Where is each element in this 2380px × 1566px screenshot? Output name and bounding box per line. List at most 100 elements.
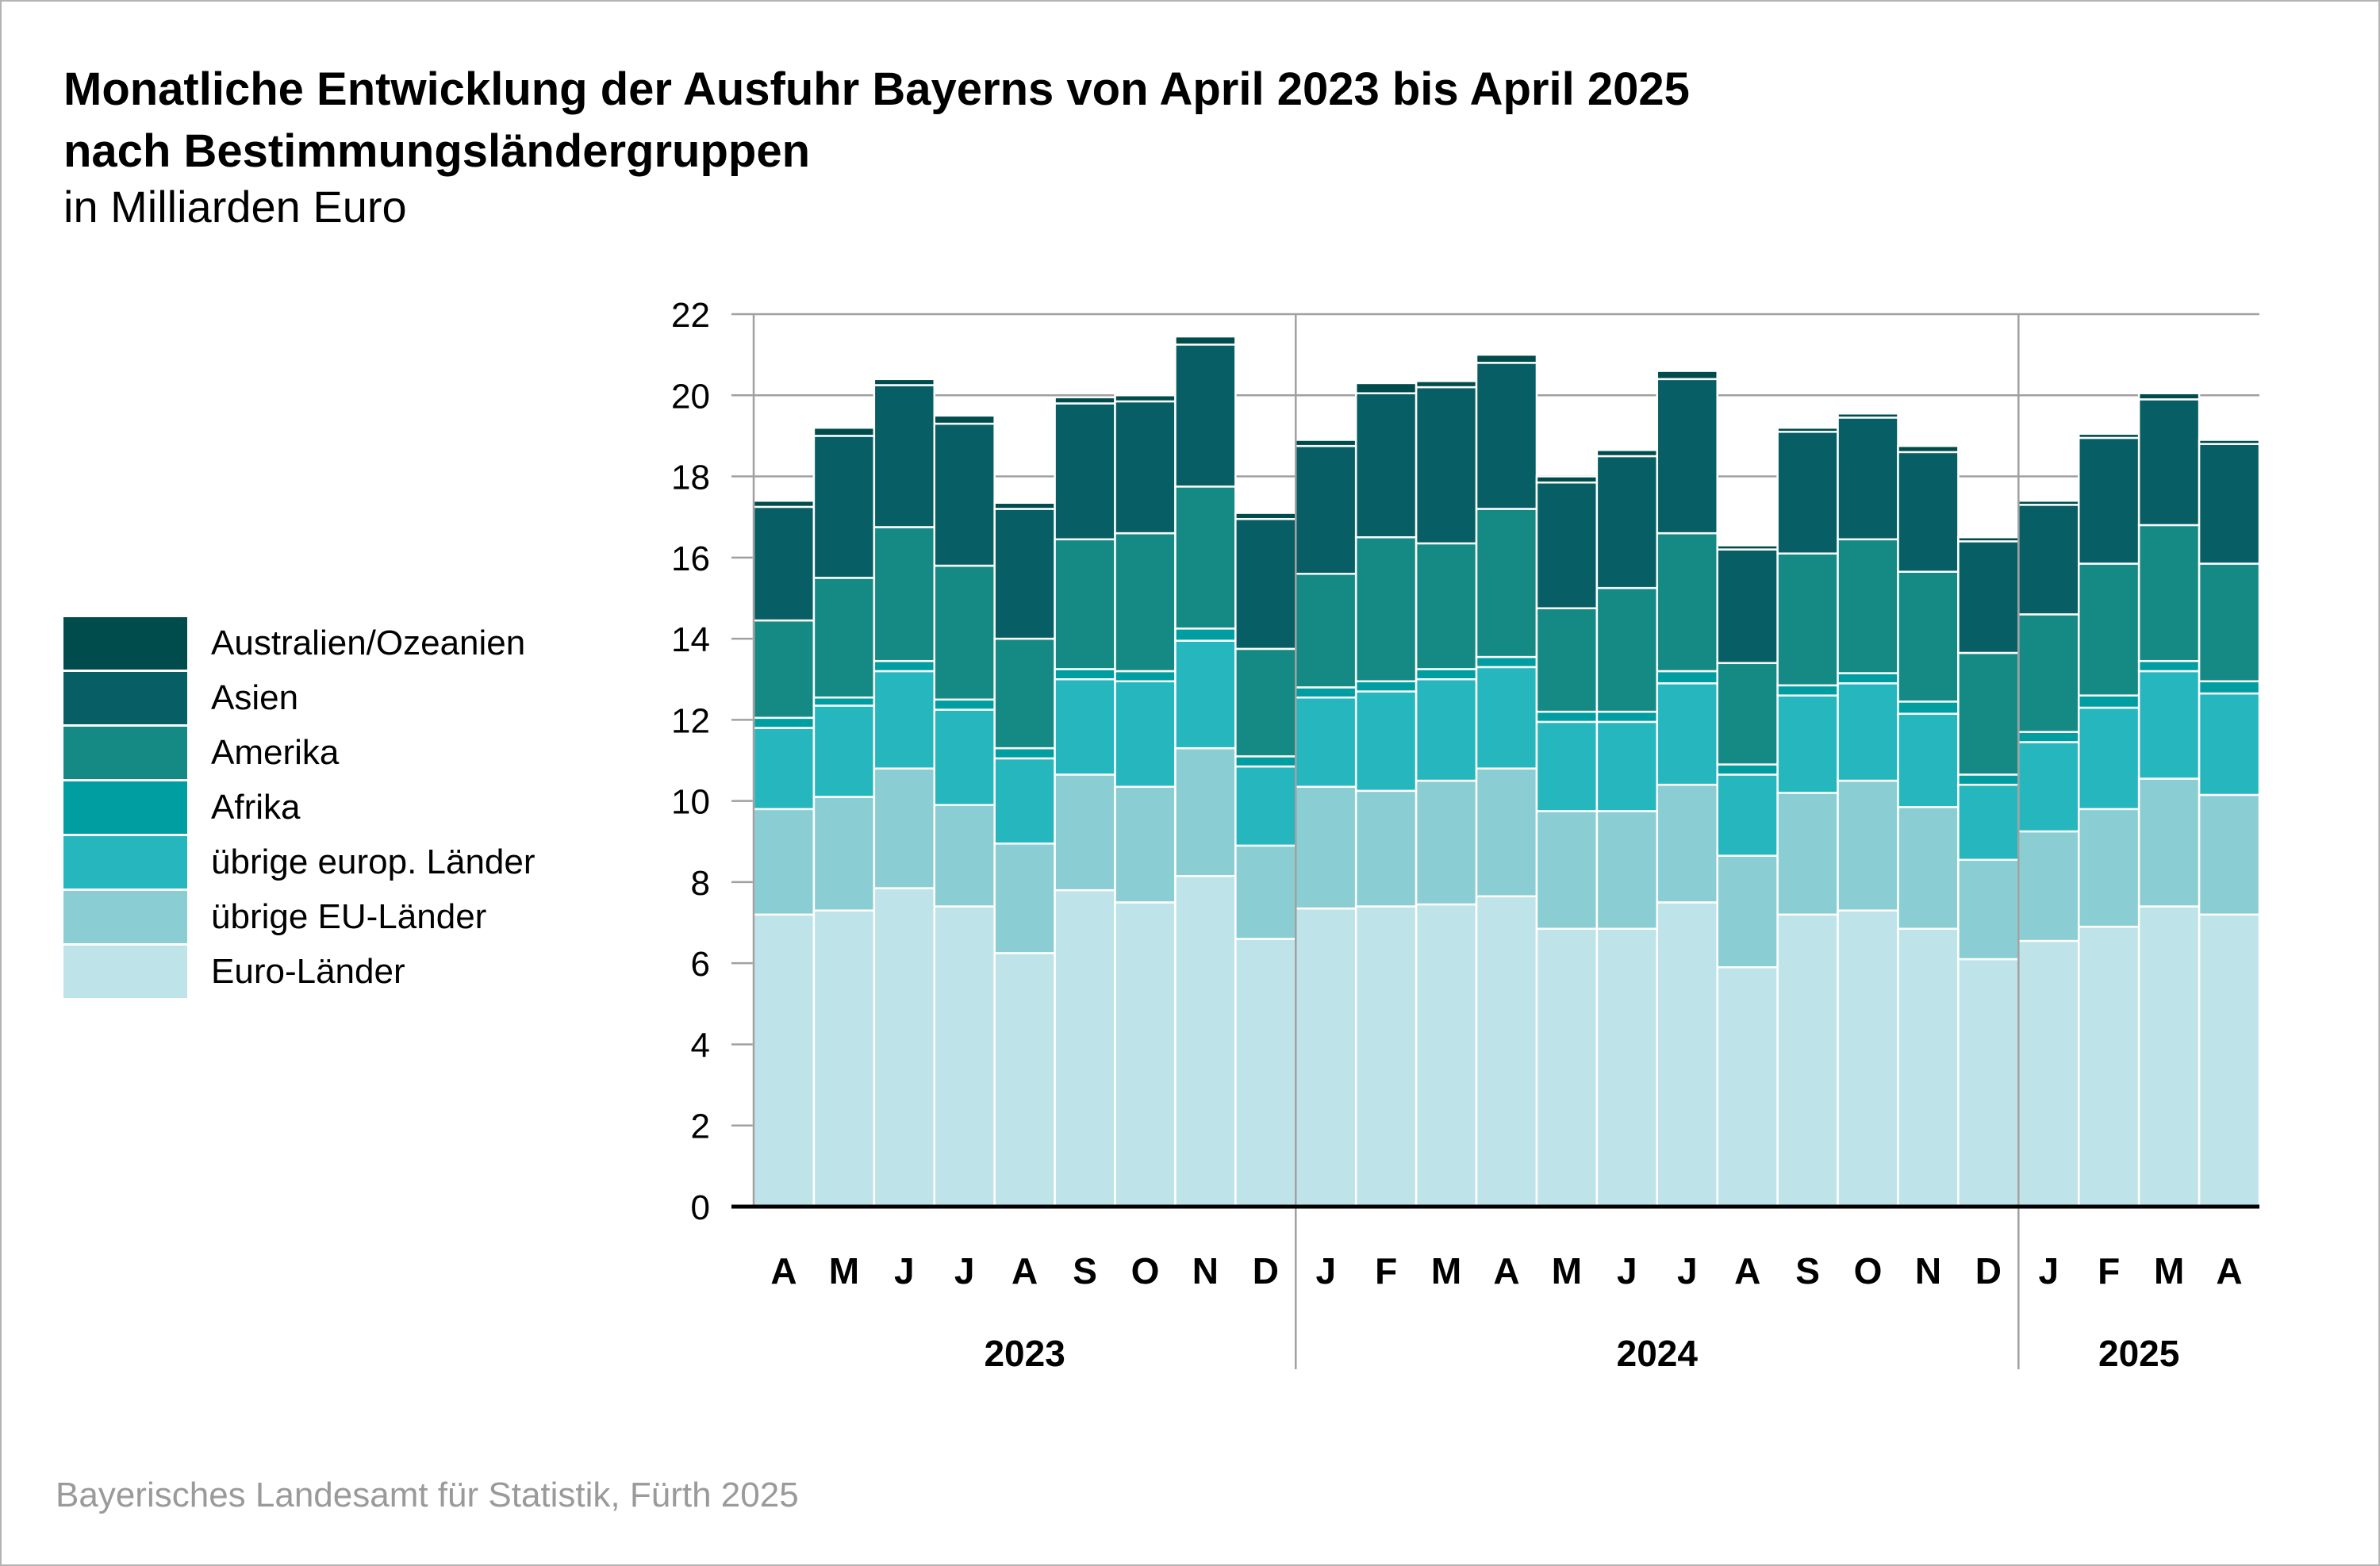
bar-segment: [933, 564, 996, 701]
bar-segment: [1897, 700, 1960, 715]
bar-segment: [1174, 747, 1237, 877]
year-label: 2025: [2098, 1333, 2179, 1374]
bar-segment: [2017, 613, 2080, 733]
bar-segment: [1295, 696, 1357, 788]
bar-segment: [1415, 386, 1478, 545]
bar-segment: [2017, 939, 2080, 1208]
bar-segment: [1234, 765, 1297, 847]
bar-segment: [1234, 517, 1297, 651]
bar-segment: [1957, 773, 2020, 786]
bar-segment: [2137, 398, 2201, 527]
bar-segment: [2198, 680, 2261, 695]
bar-segment: [1114, 785, 1177, 904]
bar-segment: [873, 670, 936, 770]
bar-segment: [993, 747, 1056, 760]
bar-segment: [1535, 475, 1599, 484]
bar-segment: [993, 637, 1056, 750]
y-tick-label: 12: [671, 701, 710, 740]
bar-segment: [1234, 647, 1297, 758]
bar-segment: [1354, 680, 1418, 693]
x-tick-label: J: [2038, 1250, 2059, 1292]
y-tick-label: 20: [671, 377, 710, 416]
source-note: Bayerisches Landesamt für Statistik, Für…: [56, 1476, 799, 1514]
bar-segment: [1716, 773, 1779, 857]
bar-segment: [1897, 712, 1960, 808]
bar-segment: [1354, 690, 1418, 793]
bar-segment: [1776, 694, 1839, 794]
bar-segment: [1475, 666, 1538, 770]
x-tick-label: D: [1253, 1250, 1279, 1292]
bar-segment: [2077, 694, 2140, 709]
bar-segment: [1114, 394, 1177, 403]
bar-segment: [993, 508, 1056, 640]
bar-segment: [1535, 720, 1599, 812]
x-tick-label: M: [1431, 1250, 1461, 1292]
bar-segment: [1535, 927, 1599, 1208]
bar-segment: [1295, 439, 1357, 447]
bar-segment: [1114, 670, 1177, 683]
bar-segment: [2017, 499, 2080, 506]
bar-segment: [1595, 720, 1659, 812]
bar-segment: [1054, 668, 1116, 681]
bar-segment: [2077, 562, 2140, 697]
bar-segment: [812, 704, 876, 798]
x-tick-label: J: [1315, 1250, 1336, 1292]
bar-segment: [933, 905, 996, 1208]
bar-segment: [1114, 532, 1177, 673]
x-tick-label: D: [1975, 1250, 2002, 1292]
y-tick-label: 8: [691, 864, 710, 903]
x-tick-label: A: [1734, 1250, 1760, 1292]
bar-segment: [1054, 396, 1116, 405]
bar-segment: [1656, 783, 1718, 904]
bar-segment: [933, 422, 996, 567]
bar-segment: [812, 796, 876, 912]
bar-segment: [1354, 789, 1418, 908]
legend-label: Asien: [211, 678, 299, 717]
bar-segment: [933, 698, 996, 711]
y-tick-label: 6: [691, 945, 710, 984]
bar-segment: [933, 414, 996, 425]
bar-segment: [1174, 335, 1237, 346]
chart-title: Monatliche Entwicklung der Ausfuhr Bayer…: [63, 59, 1690, 182]
legend-swatch: [63, 836, 187, 889]
bar-segment: [752, 505, 816, 622]
bar-segment: [812, 577, 876, 699]
x-tick-label: M: [2154, 1250, 2184, 1292]
x-tick-label: N: [1915, 1250, 1941, 1292]
bar-segment: [2198, 793, 2261, 916]
bar-segment: [1656, 370, 1718, 381]
bar-segment: [1234, 844, 1297, 940]
bar-segment: [2077, 706, 2140, 811]
x-tick-label: O: [1854, 1250, 1883, 1292]
bar-segment: [1535, 810, 1599, 930]
bar-segment: [1837, 682, 1899, 782]
y-tick-label: 4: [691, 1026, 710, 1065]
bar-segment: [2017, 830, 2080, 942]
bar-segment: [1415, 380, 1478, 389]
bar-segment: [1475, 362, 1538, 510]
legend-label: Australien/Ozeanien: [211, 624, 526, 662]
bar-segment: [1354, 905, 1418, 1208]
bar-segment: [1595, 449, 1659, 458]
bar-segment: [1535, 481, 1599, 609]
bar-segment: [1475, 655, 1538, 669]
bar-segment: [2198, 443, 2261, 565]
bar-segment: [1897, 451, 1960, 573]
bar-segment: [1114, 400, 1177, 535]
y-tick-label: 22: [671, 296, 710, 335]
bar-segment: [1595, 710, 1659, 724]
bar-segment: [1295, 785, 1357, 910]
bar-segment: [1897, 927, 1960, 1208]
bar-segment: [1837, 779, 1899, 912]
bar-segment: [1716, 662, 1779, 766]
bar-segment: [752, 727, 816, 811]
bar-segment: [1174, 344, 1237, 488]
bar-segment: [1354, 536, 1418, 683]
legend-swatch: [63, 946, 187, 998]
bar-segment: [1415, 903, 1478, 1208]
bar-segment: [1957, 540, 2020, 654]
bar-segment: [2198, 562, 2261, 683]
bar-segment: [1295, 573, 1357, 689]
bar-segment: [1234, 512, 1297, 520]
